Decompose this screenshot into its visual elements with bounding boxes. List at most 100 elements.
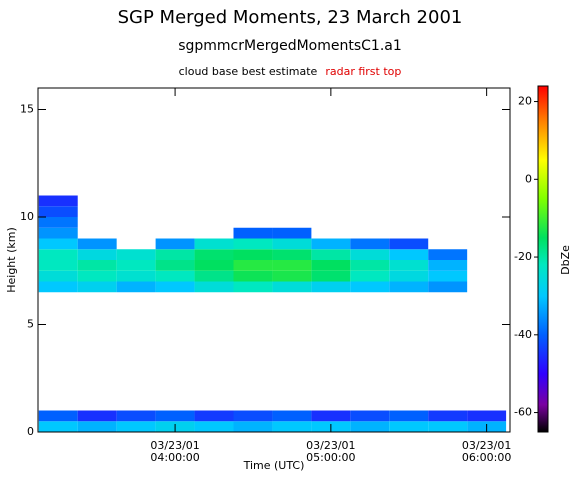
heatmap-cell: [39, 206, 78, 217]
heatmap-cell: [272, 421, 311, 432]
y-tick-label: 0: [27, 425, 34, 438]
heatmap-cell: [195, 249, 234, 260]
heatmap-cell: [233, 271, 272, 282]
colorbar-tick-label: 0: [525, 172, 532, 185]
heatmap-cell: [39, 217, 78, 228]
heatmap-cell: [78, 260, 117, 271]
heatmap-cell: [156, 239, 195, 250]
heatmap-cell: [311, 239, 350, 250]
heatmap-cell: [272, 271, 311, 282]
heatmap-cell: [233, 421, 272, 432]
heatmap-cell: [272, 282, 311, 293]
colorbar-tick-label: -60: [514, 406, 532, 419]
heatmap-cell: [311, 271, 350, 282]
heatmap-cell: [195, 239, 234, 250]
heatmap-cell: [389, 421, 428, 432]
heatmap-cell: [39, 421, 78, 432]
heatmap-cell: [311, 411, 350, 422]
heatmap-cell: [428, 282, 467, 293]
heatmap-cell: [233, 282, 272, 293]
colorbar-label: DbZe: [559, 245, 572, 275]
heatmap-cell: [78, 411, 117, 422]
heatmap-cell: [78, 249, 117, 260]
heatmap-cell: [311, 260, 350, 271]
heatmap-cell: [350, 271, 389, 282]
heatmap-cell: [350, 411, 389, 422]
heatmap-cell: [233, 249, 272, 260]
heatmap-cell: [428, 411, 467, 422]
legend: cloud base best estimate radar first top: [179, 65, 402, 78]
heatmap-cell: [195, 411, 234, 422]
y-tick-label: 5: [27, 318, 34, 331]
heatmap-cell: [39, 196, 78, 207]
heatmap-cell: [78, 282, 117, 293]
heatmap-cell: [233, 260, 272, 271]
heatmap-cell: [467, 411, 506, 422]
legend-entry: radar first top: [325, 65, 401, 78]
y-axis-label: Height (km): [5, 227, 18, 293]
heatmap-cell: [156, 271, 195, 282]
heatmap-cell: [195, 421, 234, 432]
heatmap-cell: [350, 260, 389, 271]
heatmap-cell: [117, 411, 156, 422]
y-tick-label: 15: [20, 103, 34, 116]
x-axis-label: Time (UTC): [243, 459, 305, 472]
heatmap-cell: [39, 260, 78, 271]
heatmap-cell: [156, 249, 195, 260]
heatmap-cell: [78, 271, 117, 282]
heatmap-cell: [233, 239, 272, 250]
heatmap-cell: [389, 260, 428, 271]
heatmap-cell: [39, 228, 78, 239]
heatmap-cell: [156, 260, 195, 271]
colorbar-tick-label: -40: [514, 328, 532, 341]
colorbar: [538, 86, 548, 432]
heatmap-cell: [272, 260, 311, 271]
x-tick-label: 04:00:00: [150, 451, 199, 464]
heatmap-cell: [311, 249, 350, 260]
heatmap-cell: [272, 411, 311, 422]
heatmap-cell: [428, 421, 467, 432]
x-tick-label: 06:00:00: [462, 451, 511, 464]
heatmap-cell: [117, 421, 156, 432]
colorbar-tick-label: 20: [518, 95, 532, 108]
heatmap-cell: [428, 249, 467, 260]
chart-subtitle: sgpmmcrMergedMomentsC1.a1: [178, 38, 402, 54]
heatmap-cell: [233, 411, 272, 422]
x-tick-label: 05:00:00: [306, 451, 355, 464]
heatmap-cell: [39, 271, 78, 282]
heatmap-cell: [389, 271, 428, 282]
colorbar-tick-label: -20: [514, 250, 532, 263]
heatmap-cell: [78, 421, 117, 432]
heatmap-cell: [233, 228, 272, 239]
heatmap-cell: [389, 239, 428, 250]
heatmap-cell: [39, 239, 78, 250]
legend-entry: cloud base best estimate: [179, 65, 318, 78]
heatmap-cell: [195, 271, 234, 282]
heatmap-cell: [350, 249, 389, 260]
heatmap-cell: [39, 249, 78, 260]
heatmap-cell: [272, 239, 311, 250]
heatmap-cell: [39, 282, 78, 293]
heatmap-cell: [195, 260, 234, 271]
heatmap-cell: [156, 411, 195, 422]
heatmap-cell: [78, 239, 117, 250]
heatmap-cell: [389, 411, 428, 422]
heatmap-cell: [117, 249, 156, 260]
heatmap-cell: [272, 228, 311, 239]
heatmap-cell: [428, 260, 467, 271]
heatmap-cell: [428, 271, 467, 282]
heatmap-cell: [311, 282, 350, 293]
heatmap-cell: [39, 411, 78, 422]
y-tick-label: 10: [20, 210, 34, 223]
heatmap-cell: [117, 260, 156, 271]
heatmap-cell: [195, 282, 234, 293]
heatmap-cell: [117, 282, 156, 293]
heatmap-cell: [350, 239, 389, 250]
chart-title: SGP Merged Moments, 23 March 2001: [118, 7, 463, 28]
heatmap-cell: [117, 271, 156, 282]
heatmap-cell: [350, 282, 389, 293]
heatmap-cell: [389, 282, 428, 293]
heatmap-cell: [350, 421, 389, 432]
heatmap-cell: [272, 249, 311, 260]
